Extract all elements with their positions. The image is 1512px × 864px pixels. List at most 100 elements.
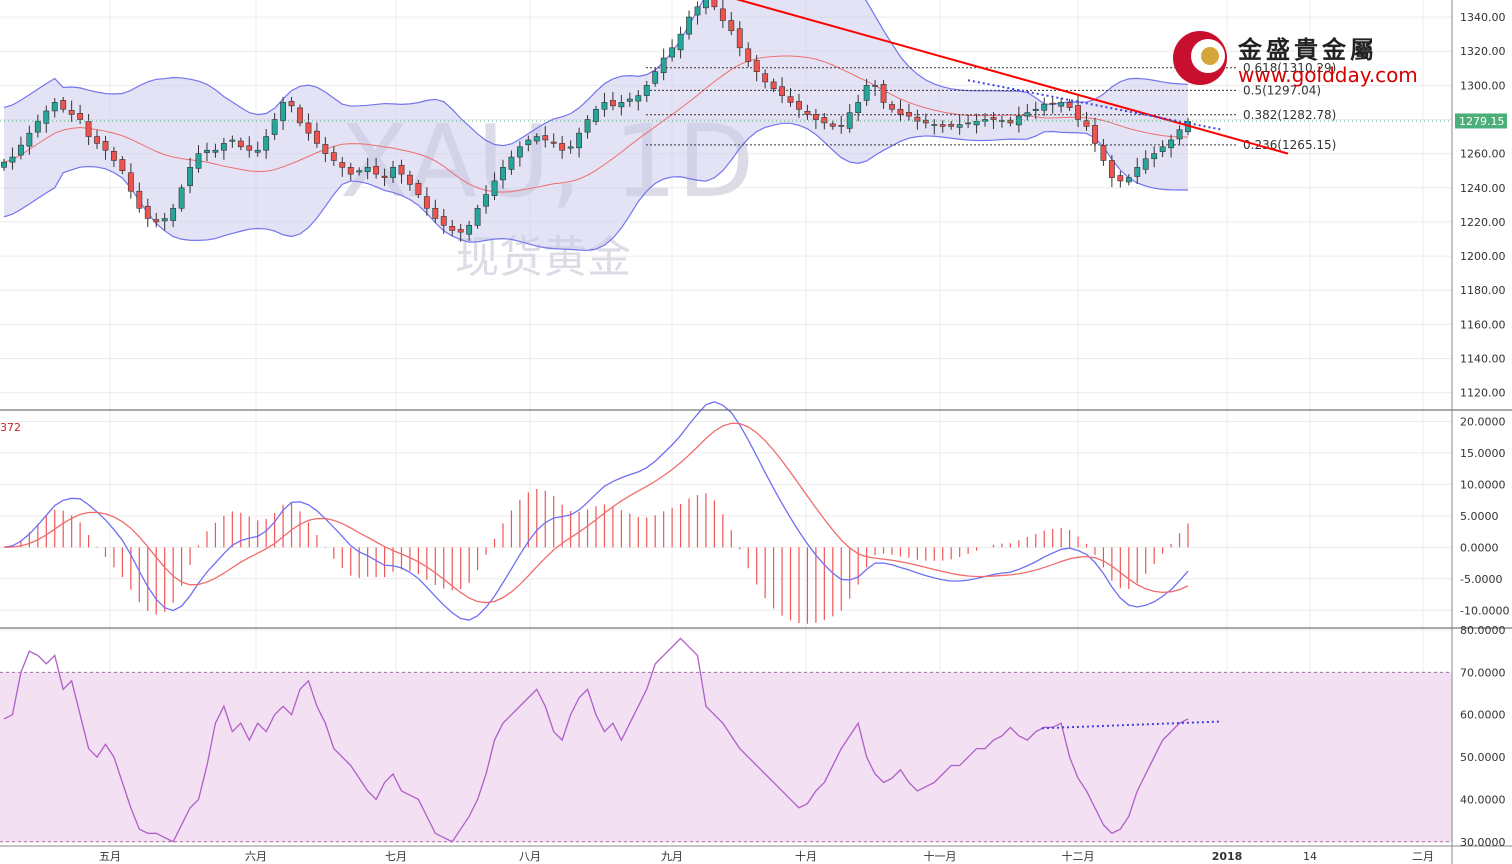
candle-body-58	[491, 180, 498, 196]
candle-body-37	[313, 130, 320, 144]
time-tick-2: 七月	[385, 850, 407, 863]
candle-body-40	[339, 162, 346, 168]
candle-body-100	[846, 112, 853, 129]
logo-title: 金盛貴金屬	[1237, 35, 1378, 64]
macd-panel	[3, 401, 1189, 624]
candle-body-39	[330, 152, 337, 161]
candle-body-31	[263, 136, 270, 151]
candle-body-68	[576, 132, 583, 149]
candle-body-72	[609, 100, 616, 107]
candle-body-134	[1134, 166, 1141, 177]
candle-body-67	[567, 146, 574, 149]
candle-body-128	[1083, 120, 1090, 127]
macd-tick-5: -5.0000	[1460, 573, 1502, 586]
candle-body-124	[1049, 102, 1056, 105]
fib-label-0: 0.618(1310.29)	[1243, 61, 1336, 75]
candle-body-93	[787, 96, 794, 103]
price-tick-2: 1300.00	[1460, 79, 1506, 92]
candle-body-34	[288, 101, 295, 107]
candle-body-117	[990, 117, 997, 120]
macd-tick-1: 15.0000	[1460, 447, 1506, 460]
candle-body-133	[1125, 177, 1132, 183]
candle-body-77	[652, 71, 659, 84]
candle-body-27	[229, 139, 236, 142]
candle-body-7	[60, 100, 67, 110]
fib-label-2: 0.382(1282.78)	[1243, 108, 1336, 122]
candle-body-46	[390, 166, 396, 178]
candle-body-19	[161, 218, 168, 222]
candle-body-65	[550, 141, 557, 144]
candle-body-17	[144, 205, 151, 219]
candle-body-91	[770, 81, 777, 90]
price-tick-5: 1240.00	[1460, 182, 1506, 195]
candle-body-135	[1142, 158, 1149, 170]
price-tick-9: 1160.00	[1460, 318, 1506, 331]
candle-body-62	[525, 139, 532, 146]
candle-body-53	[449, 226, 456, 231]
candle-body-49	[415, 183, 422, 195]
candle-body-78	[660, 57, 667, 74]
candle-body-54	[457, 229, 464, 233]
candle-body-107	[905, 112, 912, 117]
candle-body-60	[508, 156, 515, 170]
time-tick-7: 十二月	[1062, 849, 1095, 863]
candle-body-75	[635, 95, 642, 102]
candle-body-119	[1007, 119, 1014, 124]
candle-body-130	[1100, 145, 1107, 161]
candle-body-85	[719, 8, 726, 21]
candle-body-116	[982, 119, 988, 122]
candle-body-64	[542, 135, 549, 141]
candle-body-14	[119, 159, 126, 172]
candle-body-83	[703, 0, 709, 9]
candle-body-104	[880, 84, 887, 103]
candle-body-76	[643, 85, 650, 96]
candle-body-111	[939, 124, 946, 127]
candle-body-18	[153, 219, 160, 223]
candle-body-108	[914, 116, 921, 122]
candle-body-92	[779, 86, 785, 96]
time-tick-4: 九月	[661, 850, 683, 863]
bollinger-fill	[4, 0, 1188, 251]
macd-tick-6: -10.0000	[1460, 604, 1509, 617]
candle-body-73	[618, 102, 625, 108]
candle-body-20	[170, 207, 177, 221]
price-tick-11: 1120.00	[1460, 387, 1506, 400]
candle-body-3	[26, 132, 33, 147]
candle-body-102	[863, 85, 870, 101]
candle-body-139	[1176, 129, 1183, 140]
candle-body-6	[51, 102, 58, 112]
candle-body-59	[500, 166, 506, 181]
time-tick-5: 十月	[795, 849, 817, 863]
candle-body-114	[965, 122, 972, 125]
candle-body-30	[254, 149, 261, 153]
candle-body-15	[127, 172, 134, 192]
trend-lines	[0, 0, 1452, 155]
candle-body-47	[398, 164, 405, 175]
time-tick-9: 14	[1303, 850, 1317, 863]
macd-signal-line	[3, 422, 1189, 604]
candle-body-13	[111, 150, 117, 161]
candle-body-45	[381, 175, 388, 178]
candle-body-22	[187, 166, 193, 187]
candle-body-25	[212, 149, 219, 153]
candle-body-9	[77, 113, 84, 120]
candle-body-113	[956, 124, 963, 128]
candle-body-132	[1117, 175, 1124, 182]
price-tick-0: 1340.00	[1460, 11, 1506, 24]
candle-body-2	[17, 144, 24, 156]
rsi-panel	[0, 637, 1452, 843]
macd-tick-4: 0.0000	[1460, 541, 1499, 554]
candle-body-71	[601, 102, 608, 110]
candle-body-98	[829, 123, 836, 127]
candle-body-87	[736, 28, 743, 49]
candle-body-33	[280, 102, 287, 121]
fibonacci-levels: 0.618(1310.29) 0.5(1297.04) 0.382(1282.78)…	[646, 61, 1336, 152]
candle-body-35	[297, 107, 303, 124]
rsi-line	[3, 637, 1189, 843]
candle-body-121	[1024, 112, 1031, 117]
last-price-tag: 1279.15	[1455, 113, 1507, 129]
candle-body-0	[1, 161, 7, 168]
trendline-dotted	[967, 79, 1223, 131]
candle-body-61	[516, 146, 523, 158]
